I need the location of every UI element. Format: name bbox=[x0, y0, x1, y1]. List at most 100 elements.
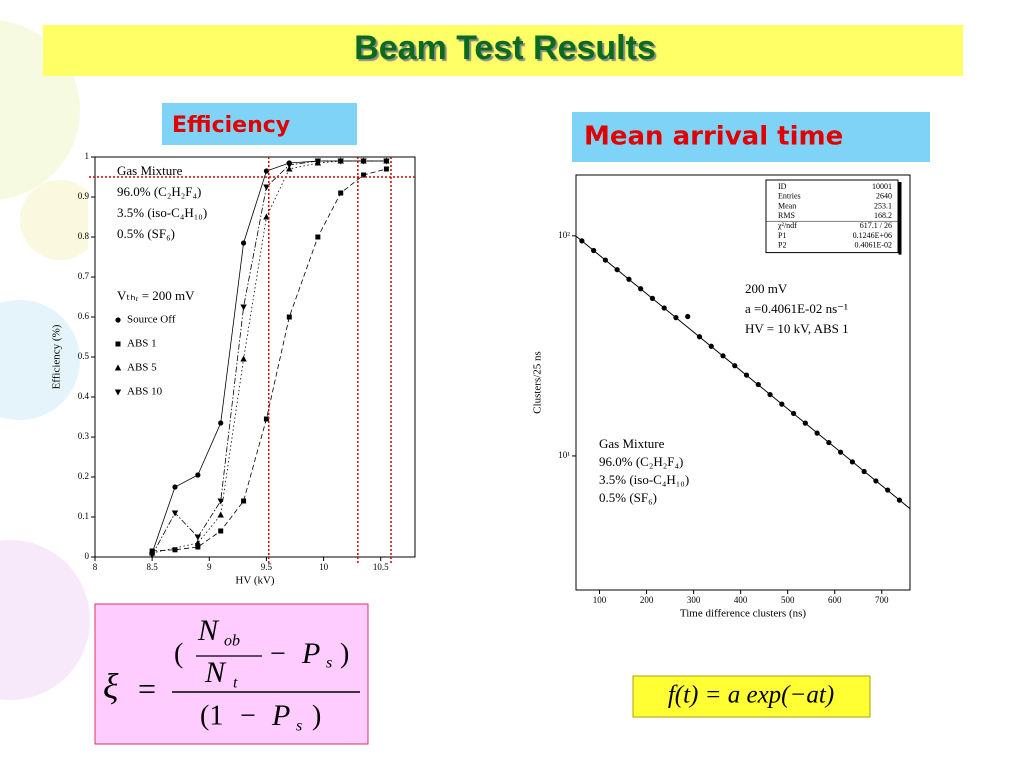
chart-frame bbox=[88, 148, 425, 580]
stats-key: RMS bbox=[778, 211, 795, 220]
stats-key: P1 bbox=[778, 231, 786, 240]
stats-value: 2640 bbox=[876, 192, 892, 201]
annotation: 96.0% (C₂H₂F₄) bbox=[599, 454, 683, 469]
x-tick-label: 10.5 bbox=[373, 562, 389, 572]
legend-marker bbox=[115, 341, 121, 347]
marker bbox=[241, 498, 247, 504]
formula-symbol: s bbox=[296, 718, 302, 735]
y-tick-label: 0.5 bbox=[78, 351, 90, 361]
marker bbox=[614, 267, 620, 273]
x-tick-label: 8 bbox=[93, 562, 98, 572]
legend-label: ABS 10 bbox=[127, 386, 163, 398]
marker bbox=[240, 240, 247, 246]
marker bbox=[361, 172, 367, 178]
marker bbox=[195, 472, 201, 478]
marker bbox=[194, 534, 202, 541]
marker bbox=[579, 238, 585, 244]
marker bbox=[626, 276, 632, 282]
x-tick-label: 700 bbox=[875, 595, 889, 605]
marker bbox=[360, 158, 367, 165]
annotation: HV = 10 kV, ABS 1 bbox=[745, 321, 849, 336]
annotation: 3.5% (iso-C₄H₁₀) bbox=[117, 205, 207, 220]
marker bbox=[755, 381, 761, 388]
formula-symbol: ) bbox=[312, 700, 321, 731]
stats-box bbox=[765, 179, 899, 254]
marker bbox=[826, 439, 832, 446]
formula-symbol: − bbox=[270, 638, 286, 669]
y-tick-label: 0.7 bbox=[78, 271, 90, 281]
marker bbox=[802, 420, 808, 426]
legend-label: ABS 1 bbox=[127, 338, 157, 350]
formula-symbol: ob bbox=[224, 633, 240, 650]
marker bbox=[218, 528, 224, 534]
annotation: 3.5% (iso-C₄H₁₀) bbox=[599, 472, 689, 487]
x-tick-label: 100 bbox=[593, 595, 607, 605]
formula-box bbox=[632, 675, 871, 718]
marker bbox=[286, 314, 292, 320]
label: Mean arrival time bbox=[584, 122, 843, 152]
marker bbox=[685, 313, 691, 320]
stats-key: χ²/ndf bbox=[777, 221, 797, 230]
marker bbox=[638, 286, 644, 292]
marker bbox=[861, 468, 867, 475]
marker bbox=[263, 416, 269, 422]
marker bbox=[148, 552, 156, 559]
x-tick-label: 300 bbox=[687, 595, 701, 605]
x-tick-label: 10 bbox=[319, 562, 329, 572]
annotation: 0.5% (SF₆) bbox=[117, 226, 175, 241]
marker bbox=[838, 449, 844, 455]
stats-value: 168.2 bbox=[874, 211, 892, 220]
y-tick-label: 10² bbox=[558, 230, 570, 240]
x-tick-label: 500 bbox=[781, 595, 795, 605]
x-tick-label: 9.5 bbox=[261, 562, 273, 572]
stats-value: 253.1 bbox=[874, 201, 892, 210]
stats-value: 0.4061E-02 bbox=[854, 241, 892, 250]
marker bbox=[218, 420, 224, 426]
formula-symbol: ( bbox=[174, 638, 183, 669]
x-tick-label: 600 bbox=[828, 595, 842, 605]
marker bbox=[661, 305, 667, 311]
label-box bbox=[572, 112, 930, 162]
marker bbox=[240, 355, 247, 362]
y-tick-label: 0.4 bbox=[78, 391, 90, 401]
marker bbox=[602, 257, 609, 263]
series-line bbox=[152, 160, 387, 554]
y-tick-label: 0.1 bbox=[78, 511, 89, 521]
marker bbox=[743, 372, 750, 378]
marker bbox=[885, 487, 891, 493]
annotation: a =0.4061E-02 ns⁻¹ bbox=[745, 301, 848, 316]
title-bar bbox=[43, 25, 963, 76]
slide-title: Beam Test Results bbox=[354, 29, 656, 67]
marker bbox=[383, 166, 389, 172]
stats-value: 617.1 / 26 bbox=[860, 221, 892, 230]
stats-value: 0.1246E+06 bbox=[853, 231, 892, 240]
marker bbox=[217, 511, 224, 518]
formula-symbol: ) bbox=[340, 638, 349, 669]
formula-symbol: ξ bbox=[103, 666, 119, 706]
label-box bbox=[162, 103, 357, 145]
label: Efficiency bbox=[172, 113, 290, 138]
formula-symbol: P bbox=[301, 637, 320, 670]
y-axis-label: Clusters/25 ns bbox=[532, 351, 544, 414]
annotation: Gas Mixture bbox=[599, 436, 665, 451]
stats-key: P2 bbox=[778, 241, 786, 250]
formula: ξ = ( N ob N t − P s ) (1 − P s ) bbox=[103, 614, 360, 735]
marker bbox=[217, 498, 224, 505]
marker bbox=[708, 343, 714, 349]
y-tick-label: 0.8 bbox=[78, 231, 90, 241]
marker bbox=[732, 363, 738, 369]
x-axis-label: HV (kV) bbox=[235, 575, 275, 587]
x-tick-label: 9 bbox=[207, 562, 212, 572]
marker bbox=[337, 158, 344, 165]
marker bbox=[779, 401, 785, 407]
marker bbox=[263, 168, 270, 174]
marker bbox=[194, 539, 202, 546]
y-tick-label: 0.6 bbox=[78, 311, 90, 321]
marker bbox=[315, 234, 321, 240]
y-tick-label: 0.2 bbox=[78, 471, 89, 481]
marker bbox=[849, 459, 855, 465]
formula-symbol: t bbox=[233, 675, 238, 692]
marker bbox=[591, 247, 597, 254]
y-axis-label: Efficiency (%) bbox=[51, 324, 63, 389]
